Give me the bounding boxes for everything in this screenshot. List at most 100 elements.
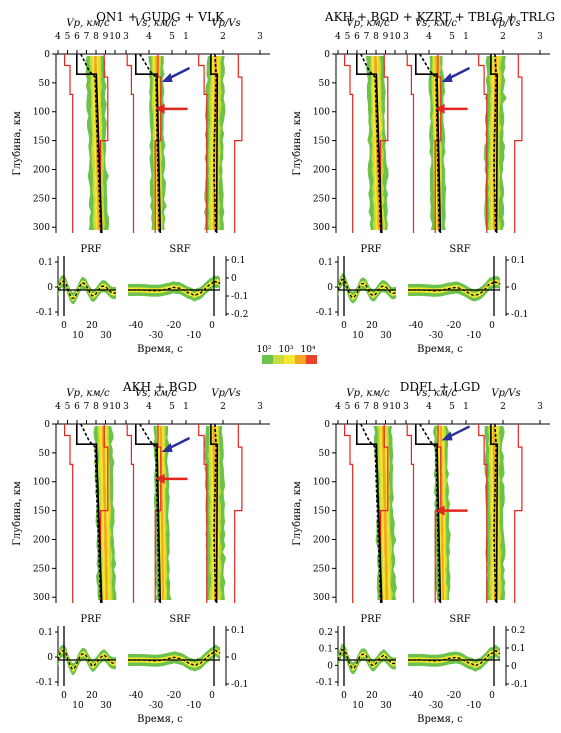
vpvs-tick-label: 2 <box>500 402 506 412</box>
legend-swatch <box>273 355 284 364</box>
vpvs-lower-bound <box>478 424 488 603</box>
legend-swatch <box>295 355 306 364</box>
red-arrow <box>155 473 188 484</box>
vp-tick-label: 7 <box>364 402 370 412</box>
blue-arrow <box>161 436 191 452</box>
vp-tick-label: 8 <box>373 32 379 42</box>
vp-tick-label: 6 <box>74 402 80 412</box>
srf-model-trace <box>408 649 501 667</box>
srf-x-tick-label: -10 <box>467 701 482 711</box>
depth-tick-label: 0 <box>324 420 330 430</box>
time-axis-label: Время, с <box>417 344 463 355</box>
prf-tick-label: 0.2 <box>319 628 333 638</box>
vs-lower-bound <box>406 424 415 603</box>
vpvs-tick-label: 1 <box>463 402 469 412</box>
depth-tick-label: 150 <box>33 137 50 147</box>
depth-tick-label: 200 <box>33 165 50 175</box>
vpvs-upper-bound <box>514 424 523 603</box>
prf-x-tick-label: 20 <box>86 321 98 331</box>
red-arrow-head <box>155 473 165 484</box>
panel-title: AKH + BGD + KZRT + TBLG + TRLG <box>324 10 555 24</box>
srf-tick-label: 0.1 <box>231 256 245 266</box>
vp-tick-label: 6 <box>354 402 360 412</box>
vp-tick-label: 8 <box>373 402 379 412</box>
vpvs-lower-bound <box>198 54 208 233</box>
vp-lower-bound <box>63 424 74 603</box>
red-arrow-head <box>435 505 445 516</box>
prf-tick-label: -0.1 <box>36 308 53 318</box>
depth-axis-label: Глубина, км <box>12 111 23 176</box>
vpvs-axis-label: Vp/Vs <box>211 388 240 399</box>
depth-axis-label: Глубина, км <box>292 481 303 546</box>
vp-tick-label: 10 <box>389 32 401 42</box>
vpvs-tick-label: 2 <box>500 32 506 42</box>
srf-x-tick-label: -10 <box>187 331 202 341</box>
vp-tick-label: 4 <box>55 32 61 42</box>
depth-tick-label: 150 <box>33 507 50 517</box>
vp-tick-label: 8 <box>93 402 99 412</box>
prf-tick-label: -0.1 <box>36 678 53 688</box>
vs-tick-label: 3 <box>403 402 409 412</box>
vs-tick-label: 5 <box>169 402 175 412</box>
vs-upper-bound <box>434 424 442 603</box>
srf-tick-label: 0.1 <box>231 626 245 636</box>
depth-tick-label: 50 <box>319 79 331 89</box>
vpvs-tick-label: 2 <box>220 402 226 412</box>
srf-tick-label: -0.1 <box>511 310 528 320</box>
depth-tick-label: 100 <box>313 108 330 118</box>
vp-tick-label: 6 <box>354 32 360 42</box>
vp-axis-label: Vp, км/с <box>346 18 390 29</box>
vs-lower-bound <box>126 54 135 233</box>
depth-tick-label: 250 <box>313 564 330 574</box>
prf-tick-label: 0 <box>47 283 53 293</box>
vs-tick-label: 5 <box>169 32 175 42</box>
prf-tick-label: 0.1 <box>39 628 53 638</box>
density-legend: 10² 10³ 10⁴ <box>256 345 317 364</box>
srf-x-tick-label: -30 <box>149 701 164 711</box>
depth-tick-label: 150 <box>313 507 330 517</box>
srf-label: SRF <box>449 244 470 255</box>
vpvs-lower-bound <box>478 54 488 233</box>
blue-arrow-head <box>161 73 173 82</box>
vp-tick-label: 4 <box>335 402 341 412</box>
time-axis-label: Время, с <box>137 344 183 355</box>
vpvs-tick-label: 3 <box>257 32 263 42</box>
vp-tick-label: 7 <box>364 32 370 42</box>
vpvs-tick-label: 1 <box>463 32 469 42</box>
prf-x-tick-label: 30 <box>380 331 392 341</box>
panel-title: AKH + BGD <box>122 380 197 394</box>
vs-lower-bound <box>126 424 135 603</box>
red-arrow-head <box>155 103 165 114</box>
srf-x-tick-label: -40 <box>409 691 424 701</box>
vp-tick-label: 9 <box>383 32 389 42</box>
vp-band-orange <box>101 426 109 600</box>
srf-x-tick-label: 0 <box>209 691 215 701</box>
vp-reference-model <box>76 424 103 604</box>
vpvs-axis-label: Vp/Vs <box>491 388 520 399</box>
depth-tick-label: 50 <box>319 449 331 459</box>
srf-x-tick-label: -40 <box>129 321 144 331</box>
srf-band-yellow <box>128 278 220 299</box>
depth-tick-label: 50 <box>39 449 51 459</box>
depth-tick-label: 0 <box>324 50 330 60</box>
red-arrow <box>155 103 188 114</box>
vp-tick-label: 9 <box>383 402 389 412</box>
red-arrow <box>435 505 468 516</box>
vpvs-reference-model <box>210 54 219 234</box>
srf-x-tick-label: -30 <box>149 331 164 341</box>
prf-label: PRF <box>360 244 381 255</box>
prf-x-tick-label: 10 <box>352 701 364 711</box>
prf-x-tick-label: 20 <box>366 691 378 701</box>
prf-x-tick-label: 0 <box>61 321 67 331</box>
srf-x-tick-label: -10 <box>187 701 202 711</box>
depth-tick-label: 300 <box>313 223 330 233</box>
srf-x-tick-label: -20 <box>447 321 462 331</box>
vpvs-reference-model <box>490 424 499 604</box>
srf-x-tick-label: 0 <box>489 321 495 331</box>
prf-tick-label: 0 <box>327 283 333 293</box>
vp-tick-label: 4 <box>55 402 61 412</box>
srf-x-tick-label: -40 <box>129 691 144 701</box>
srf-x-tick-label: -20 <box>447 691 462 701</box>
depth-tick-label: 200 <box>33 535 50 545</box>
